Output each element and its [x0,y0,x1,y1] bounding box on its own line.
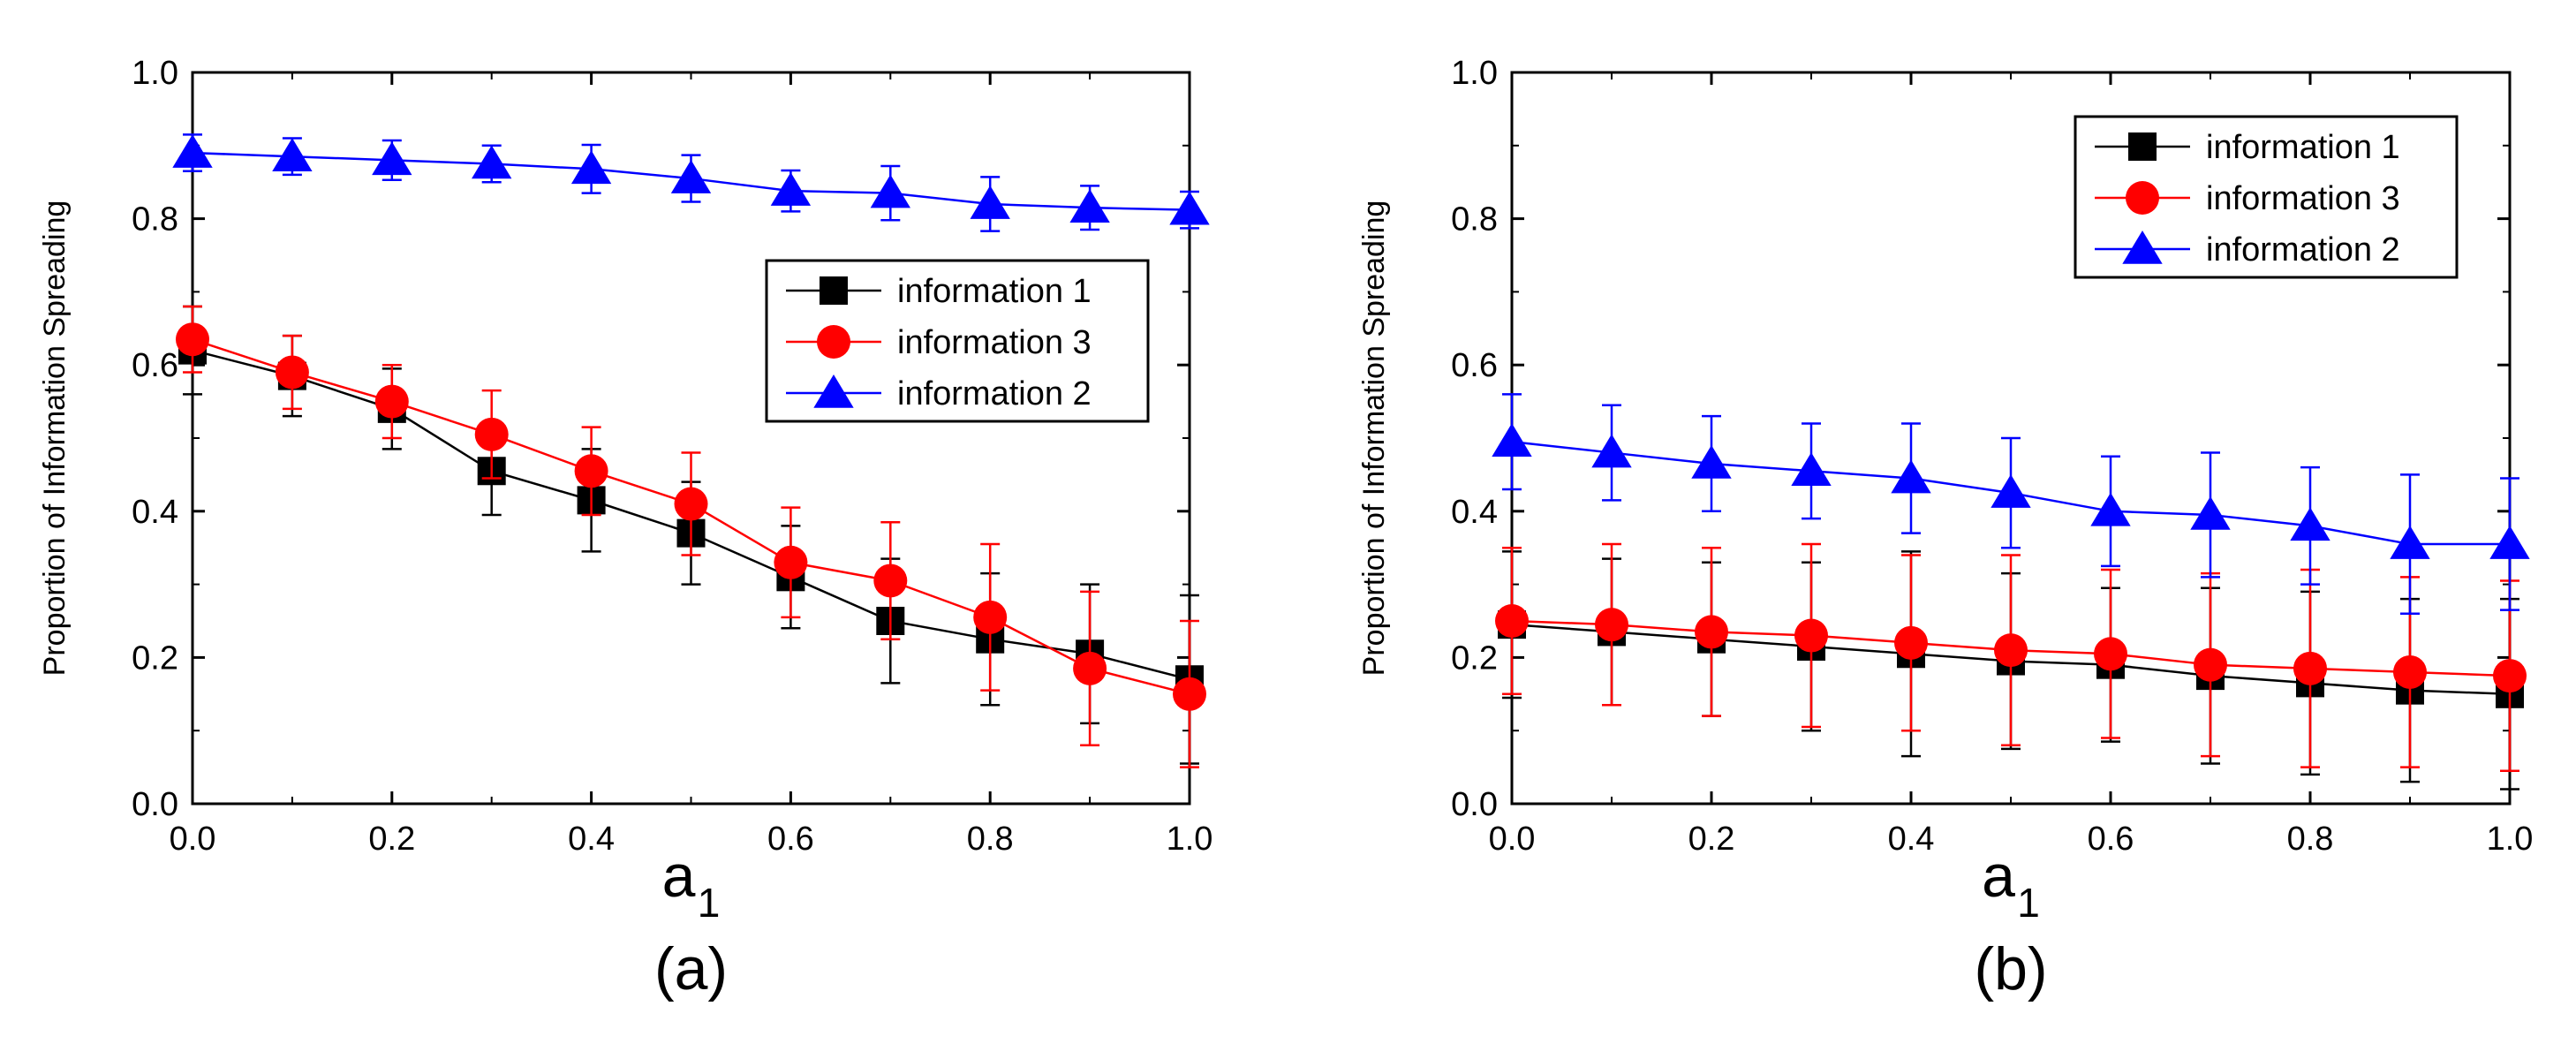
data-point [2293,651,2327,685]
series-information-3 [1495,542,2527,772]
data-point [2290,507,2330,541]
data-point [2390,526,2430,559]
y-tick-label: 0.6 [132,347,178,384]
x-tick-label: 0.2 [368,821,415,858]
legend-marker [2126,181,2159,215]
data-point [2094,637,2127,671]
data-point [670,160,712,193]
legend-entry: information 2 [897,375,1092,412]
legend-entry: information 1 [897,273,1092,310]
data-point [574,454,608,488]
data-point [1691,444,1732,479]
data-point [774,545,808,579]
y-tick-label: 1.0 [1451,55,1498,92]
legend-entry: information 3 [2206,180,2400,217]
y-tick-label: 0.8 [132,201,178,238]
y-tick-label: 0.4 [132,494,178,531]
data-point [472,145,512,179]
data-point [674,487,708,521]
legend-marker [2122,231,2163,264]
x-tick-label: 0.8 [967,821,1014,858]
data-point [2393,654,2427,689]
data-point [176,322,209,357]
x-tick-label: 1.0 [2487,821,2534,858]
y-axis-label: Proportion of Information Spreading [1357,200,1391,677]
legend: information 1 information 3 information 2 [765,259,1150,423]
legend-marker [820,276,848,305]
x-tick-label: 1.0 [1167,821,1213,858]
series-information-2 [172,133,1210,232]
x-tick-label: 0.6 [2088,821,2134,858]
y-tick-label: 1.0 [132,55,178,92]
data-point [570,150,612,185]
panel-label: (b) [1974,935,2047,1002]
data-point [770,172,812,206]
data-point [372,141,412,176]
data-point [1069,189,1110,223]
x-tick-label: 0.4 [1888,821,1935,858]
y-axis-label: Proportion of Information Spreading [38,200,72,677]
data-point [1173,677,1206,711]
data-point [1994,633,2028,668]
legend-entry: information 2 [2206,231,2400,269]
x-axis-label: a [662,843,696,910]
series-information-3 [176,305,1206,768]
x-tick-label: 0.4 [568,821,615,858]
x-tick-label: 0.2 [1688,821,1735,858]
data-point [1894,625,1928,660]
series-information-2 [1492,393,2530,615]
data-point [172,134,213,168]
data-point [2489,526,2530,559]
x-tick-label: 0.8 [2287,821,2334,858]
data-point [873,564,908,598]
legend-marker [817,325,850,359]
data-point [275,355,309,390]
data-point [1791,452,1832,487]
x-axis-label-subscript: 1 [2017,880,2040,926]
legend-marker [2128,132,2157,161]
data-point [2090,492,2131,526]
y-tick-label: 0.0 [132,786,178,823]
data-point [1794,618,1828,653]
data-point [272,138,313,172]
y-tick-label: 0.8 [1451,201,1498,238]
data-point [973,600,1008,634]
legend-entry: information 3 [897,324,1092,361]
data-point [1492,423,1532,457]
legend-marker [813,374,854,408]
data-point [1891,459,1931,494]
data-point [2190,496,2231,530]
data-point [474,417,509,451]
panel-a: 0.0 0.2 0.4 0.6 0.8 1.0 0.0 0.2 0.4 0.6 0.8 1.0 Prop… [38,55,1212,1002]
panel-b: 0.0 0.2 0.4 0.6 0.8 1.0 0.0 0.2 0.4 0.6 0.8 1.0 Prop… [1357,55,2533,1002]
panel-label: (a) [654,935,728,1002]
data-point [374,384,409,419]
data-point [1073,651,1107,685]
x-tick-label: 0.0 [170,821,216,858]
x-axis-label: a [1982,843,2015,910]
x-axis-label-subscript: 1 [698,880,721,926]
data-point [2194,647,2227,682]
legend-entry: information 1 [2206,129,2400,166]
legend: information 1 information 3 information 2 [2074,115,2459,279]
data-point [870,174,910,208]
data-point [1169,191,1210,225]
y-tick-label: 0.4 [1451,494,1498,531]
data-point [970,185,1010,219]
x-tick-label: 0.0 [1489,821,1536,858]
x-tick-label: 0.6 [767,821,814,858]
data-point [2493,659,2527,693]
data-point [1595,608,1628,642]
y-tick-label: 0.2 [1451,639,1498,677]
data-point [1495,604,1529,638]
y-tick-label: 0.2 [132,639,178,677]
y-tick-label: 0.6 [1451,347,1498,384]
data-point [1695,615,1728,649]
data-point [1591,434,1632,468]
y-tick-label: 0.0 [1451,786,1498,823]
data-point [1991,474,2031,508]
